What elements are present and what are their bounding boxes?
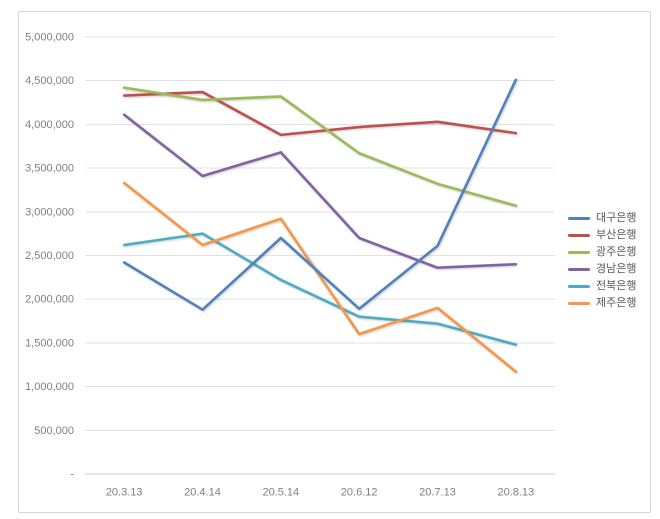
legend-item: 경남은행 (568, 261, 636, 278)
y-axis-tick-label: 4,000,000 (25, 119, 74, 131)
x-axis-category-label: 20.7.13 (419, 487, 456, 499)
legend-line-swatch (568, 268, 590, 271)
legend-item: 제주은행 (568, 295, 636, 312)
series-line (122, 86, 518, 207)
series-line (122, 113, 518, 270)
y-axis-tick-label: 5,000,000 (25, 32, 74, 44)
legend-line-swatch (568, 217, 590, 220)
y-axis-tick-label: 4,500,000 (25, 75, 74, 87)
legend-label: 경남은행 (596, 263, 637, 275)
legend-label: 제주은행 (596, 297, 637, 309)
legend-item: 대구은행 (568, 210, 636, 227)
legend-label: 광주은행 (596, 246, 637, 258)
x-axis-category-label: 20.8.13 (497, 487, 534, 499)
x-axis-category-label: 20.5.14 (262, 487, 299, 499)
chart-frame: 5,000,000 4,500,000 4,000,000 3,500,000 3,00… (18, 11, 651, 513)
series-line (122, 232, 518, 346)
legend-label: 부산은행 (596, 229, 637, 241)
series-line (122, 78, 518, 311)
y-axis-tick-label: 2,000,000 (25, 294, 74, 306)
legend-label: 전북은행 (596, 280, 637, 292)
x-axis-category-label: 20.4.14 (184, 487, 221, 499)
legend-line-swatch (568, 234, 590, 237)
y-axis-tick-label: 2,500,000 (25, 250, 74, 262)
y-axis-tick-label: 500,000 (34, 425, 74, 437)
y-axis-tick-label: - (70, 469, 74, 481)
legend-line-swatch (568, 251, 590, 254)
x-axis-category-label: 20.3.13 (106, 487, 143, 499)
y-axis-tick-label: 3,000,000 (25, 206, 74, 218)
legend-item: 전북은행 (568, 278, 636, 295)
series-line (122, 181, 518, 374)
line-chart: 5,000,000 4,500,000 4,000,000 3,500,000 3,00… (25, 32, 555, 499)
legend-item: 부산은행 (568, 227, 636, 244)
y-axis-tick-label: 3,500,000 (25, 163, 74, 175)
y-axis-tick-label: 1,000,000 (25, 381, 74, 393)
legend-line-swatch (568, 285, 590, 288)
legend-item: 광주은행 (568, 244, 636, 261)
legend-label: 대구은행 (596, 212, 637, 224)
x-axis-category-label: 20.6.12 (341, 487, 378, 499)
legend-line-swatch (568, 302, 590, 305)
y-axis-tick-label: 1,500,000 (25, 337, 74, 349)
series-line (122, 90, 518, 137)
